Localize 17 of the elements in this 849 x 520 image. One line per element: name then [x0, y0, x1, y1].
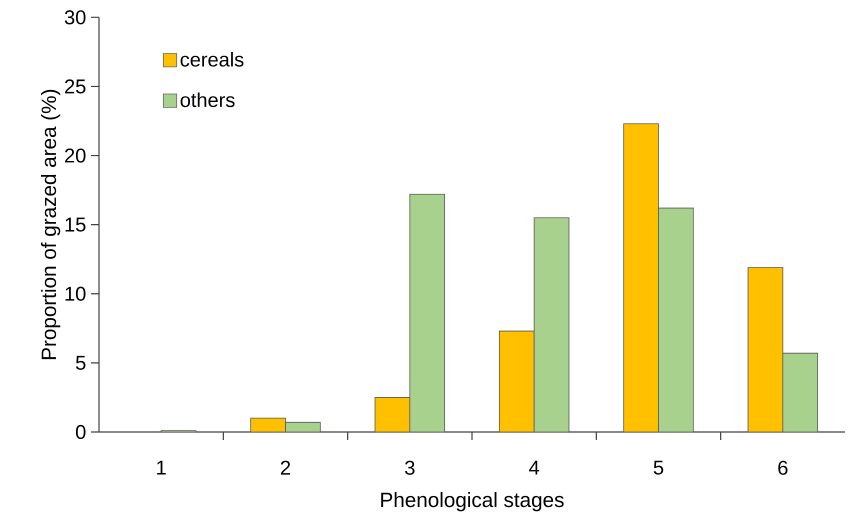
- y-tick-label: 25: [65, 79, 86, 94]
- legend-label: others: [180, 92, 235, 108]
- x-tick-label: 1: [157, 460, 166, 474]
- x-tick-label: 2: [280, 460, 290, 475]
- y-tick-label: 0: [76, 424, 86, 440]
- y-tick-label: 20: [65, 148, 86, 163]
- legend-label: cereals: [180, 52, 244, 67]
- y-tick-label: 30: [64, 10, 86, 24]
- x-axis-title: Phenological stages: [381, 492, 564, 512]
- x-tick-label: 6: [778, 460, 788, 475]
- x-tick-label: 4: [529, 460, 540, 474]
- y-axis-title: Proportion of grazed area (%): [40, 90, 60, 360]
- y-tick-label: 5: [76, 356, 86, 370]
- x-tick-label: 3: [405, 460, 415, 475]
- x-tick-label: 5: [654, 460, 664, 475]
- y-tick-label: 10: [66, 286, 86, 301]
- y-tick-label: 15: [66, 218, 86, 232]
